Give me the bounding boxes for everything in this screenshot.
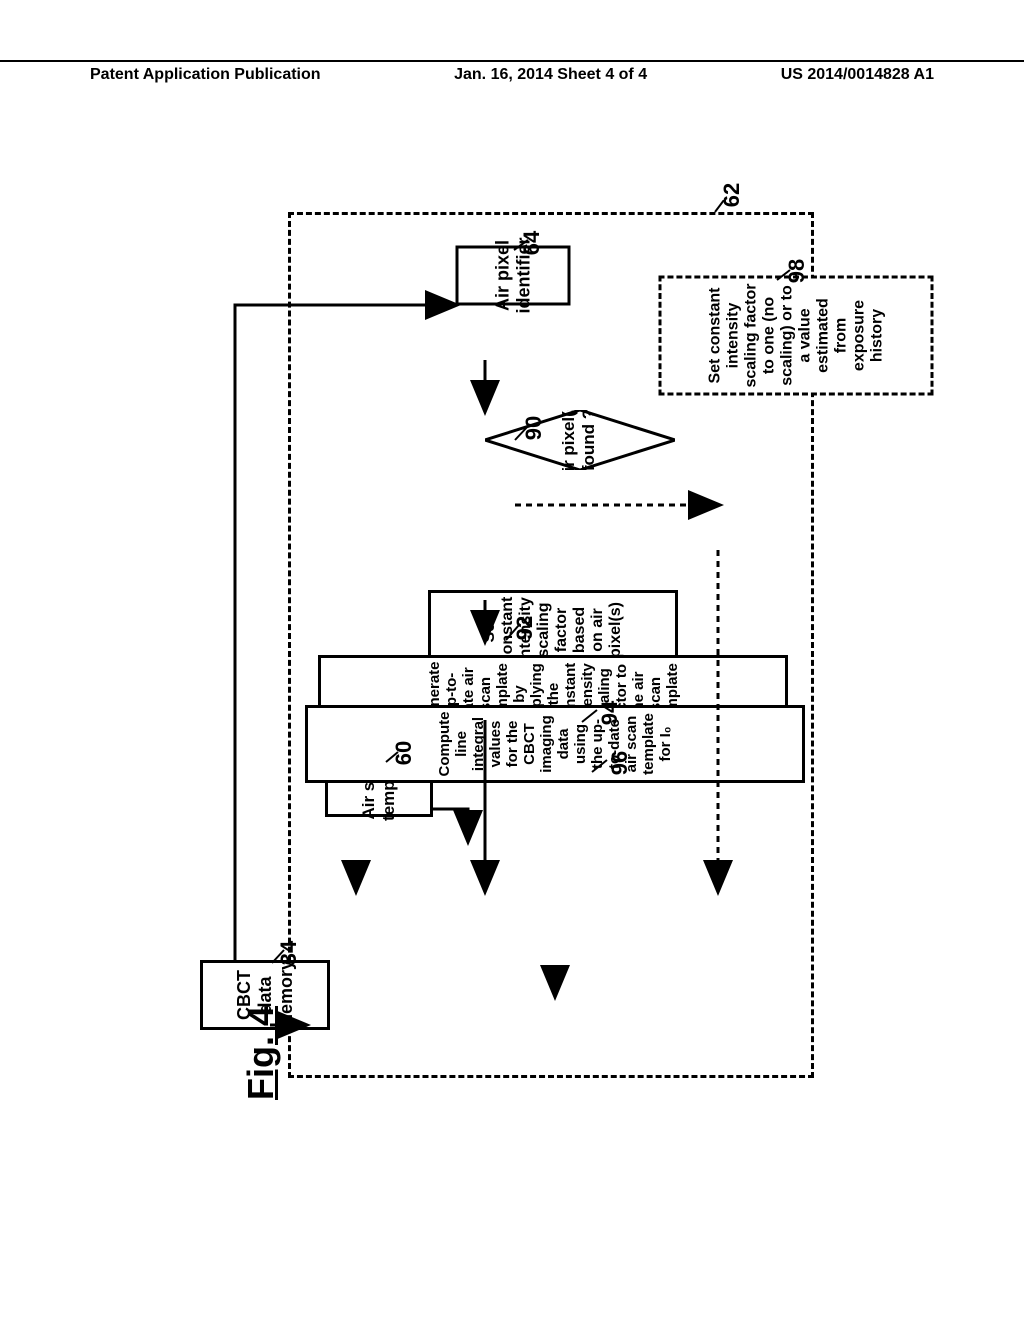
n92-label: Set constant intensity scaling factor ba… — [481, 597, 625, 664]
ref-label-92: 92 — [512, 616, 538, 640]
figure-label: Fig. 4 — [240, 1006, 282, 1100]
header-left: Patent Application Publication — [90, 66, 321, 84]
compute-line-integral-box: Compute line integral values for the CBC… — [305, 705, 805, 783]
page-header: Patent Application Publication Jan. 16, … — [0, 60, 1024, 84]
ref-label-34: 34 — [276, 941, 302, 965]
n98-label: Set constant intensity scaling factor to… — [706, 282, 886, 388]
flowchart-diagram: CBCT data memory Air pixel identifier Ai… — [180, 200, 830, 1100]
ref-label-90: 90 — [521, 416, 547, 440]
ref-label-96: 96 — [607, 751, 633, 775]
ref-label-94: 94 — [597, 701, 623, 725]
header-right: US 2014/0014828 A1 — [781, 66, 934, 84]
fallback-scaling-box: Set constant intensity scaling factor to… — [658, 275, 933, 395]
air-pixel-found-decision: Air pixel(s) found ? — [485, 410, 675, 470]
ref-label-60: 60 — [391, 741, 417, 765]
ref-label-64: 64 — [519, 231, 545, 255]
air-pixel-identifier-box: Air pixel identifier — [455, 245, 570, 305]
svg-text:found ?: found ? — [579, 410, 598, 470]
svg-text:Air pixel(s): Air pixel(s) — [559, 410, 578, 470]
header-center: Jan. 16, 2014 Sheet 4 of 4 — [454, 66, 647, 84]
n96-label: Compute line integral values for the CBC… — [436, 712, 674, 777]
ref-label-62: 62 — [719, 183, 745, 207]
ref-label-98: 98 — [784, 259, 810, 283]
